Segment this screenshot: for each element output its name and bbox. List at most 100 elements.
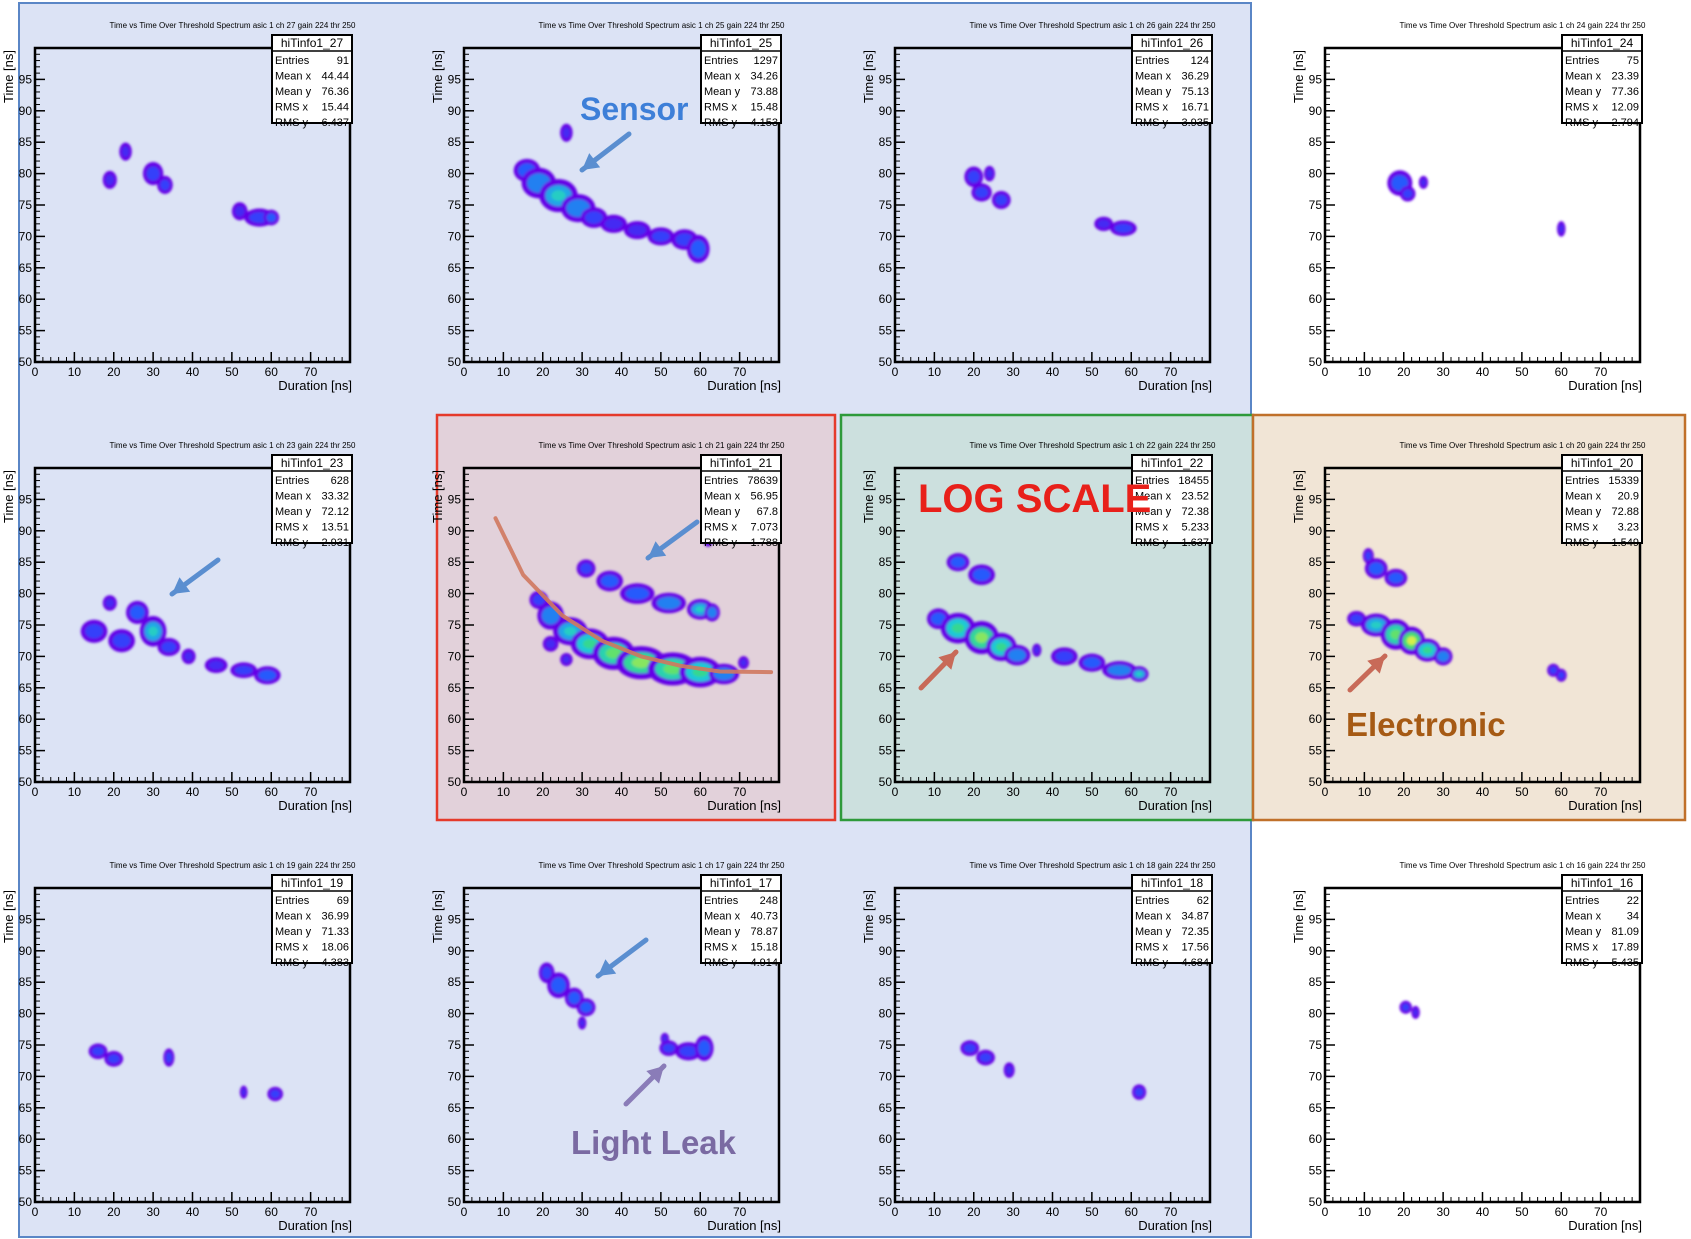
stats-value: 1297 <box>754 55 778 67</box>
stats-value: 12.09 <box>1611 102 1639 114</box>
y-tick-label: 90 <box>448 524 462 538</box>
heatmap-cell-core <box>1135 671 1143 677</box>
x-tick-label: 20 <box>536 785 550 799</box>
stats-value: 16.71 <box>1181 102 1209 114</box>
panel-title: Time vs Time Over Threshold Spectrum asi… <box>970 21 1216 30</box>
heatmap-cell <box>1107 664 1132 676</box>
x-tick-label: 10 <box>1358 785 1372 799</box>
x-tick-label: 60 <box>1125 1205 1139 1219</box>
stats-label: RMS x <box>1565 102 1599 114</box>
x-axis-label: Duration [ns] <box>1568 378 1642 393</box>
y-tick-label: 65 <box>19 1101 33 1115</box>
x-tick-label: 40 <box>1476 365 1490 379</box>
stats-value: 77.36 <box>1611 86 1639 98</box>
x-tick-label: 10 <box>497 1205 511 1219</box>
stats-label: Entries <box>275 895 310 907</box>
heatmap-cell <box>1402 1003 1410 1011</box>
stats-value: 78.87 <box>750 926 778 938</box>
x-tick-label: 10 <box>68 365 82 379</box>
panel-9: Time vs Time Over Threshold Spectrum asi… <box>1 861 356 1233</box>
stats-value: 67.8 <box>757 506 778 518</box>
stats-label: Mean x <box>1565 491 1602 503</box>
y-tick-label: 50 <box>1309 355 1323 369</box>
heatmap-cell <box>122 146 130 157</box>
heatmap-cell <box>1559 224 1564 234</box>
y-tick-label: 55 <box>1309 1164 1323 1178</box>
heatmap-cell-core <box>1390 629 1402 640</box>
stats-value: 15.18 <box>750 942 778 954</box>
heatmap-cell <box>1549 666 1557 674</box>
y-tick-label: 50 <box>19 355 33 369</box>
stats-value: 20.9 <box>1618 491 1639 503</box>
y-tick-label: 80 <box>19 167 33 181</box>
x-tick-label: 30 <box>575 785 589 799</box>
x-tick-label: 50 <box>1515 365 1529 379</box>
y-tick-label: 90 <box>448 944 462 958</box>
y-tick-label: 60 <box>19 712 33 726</box>
stats-label: RMS y <box>1565 117 1599 129</box>
x-axis-label: Duration [ns] <box>278 378 352 393</box>
y-tick-label: 95 <box>19 72 33 86</box>
panel-11: Time vs Time Over Threshold Spectrum asi… <box>861 861 1216 1233</box>
stats-label: RMS x <box>1565 942 1599 954</box>
stats-value: 78639 <box>747 475 778 487</box>
y-tick-label: 85 <box>879 135 893 149</box>
panel-title: Time vs Time Over Threshold Spectrum asi… <box>539 21 785 30</box>
heatmap-cell-core <box>148 626 158 637</box>
stats-label: Mean x <box>1135 491 1172 503</box>
x-tick-label: 20 <box>1397 1205 1411 1219</box>
stats-value: 56.95 <box>750 491 778 503</box>
fit-curve <box>493 516 774 675</box>
y-tick-label: 50 <box>879 775 893 789</box>
stats-value: 34.87 <box>1181 911 1209 923</box>
stats-label: RMS x <box>275 522 309 534</box>
stats-value: 23.39 <box>1611 71 1639 83</box>
stats-value: 124 <box>1191 55 1209 67</box>
heatmap-cells <box>960 1040 1147 1100</box>
stats-value: 22 <box>1627 895 1639 907</box>
heatmap-cells <box>926 553 1149 682</box>
x-tick-label: 50 <box>1085 365 1099 379</box>
y-tick-label: 75 <box>19 1038 33 1052</box>
heatmap-cell <box>234 665 253 675</box>
heatmap-cell <box>628 224 647 236</box>
y-tick-label: 75 <box>879 618 893 632</box>
y-tick-label: 65 <box>448 681 462 695</box>
stats-value: 72.12 <box>321 506 349 518</box>
x-tick-label: 20 <box>967 785 981 799</box>
x-tick-label: 70 <box>1594 785 1608 799</box>
y-axis-label: Time [ns] <box>430 890 445 943</box>
x-tick-label: 0 <box>892 1205 899 1219</box>
x-tick-label: 60 <box>1555 785 1569 799</box>
stats-value: 91 <box>337 55 349 67</box>
x-tick-label: 70 <box>1164 1205 1178 1219</box>
stats-label: RMS y <box>275 537 309 549</box>
stats-value: 81.09 <box>1611 926 1639 938</box>
x-tick-label: 0 <box>1322 1205 1329 1219</box>
y-axis-label: Time [ns] <box>430 470 445 523</box>
y-tick-label: 50 <box>19 1195 33 1209</box>
x-axis-label: Duration [ns] <box>1568 798 1642 813</box>
y-tick-label: 90 <box>1309 524 1323 538</box>
heatmap-cell <box>1097 219 1110 228</box>
y-tick-label: 50 <box>19 775 33 789</box>
y-tick-label: 95 <box>879 912 893 926</box>
stats-box <box>271 34 353 124</box>
heatmap-cells <box>538 962 714 1061</box>
heatmap-cell-core <box>1422 646 1433 654</box>
stats-label: RMS x <box>275 942 309 954</box>
x-tick-label: 40 <box>1046 365 1060 379</box>
stats-value: 15339 <box>1608 475 1639 487</box>
y-tick-label: 70 <box>448 229 462 243</box>
y-tick-label: 50 <box>448 1195 462 1209</box>
x-tick-label: 70 <box>1594 1205 1608 1219</box>
x-tick-label: 70 <box>1164 785 1178 799</box>
stats-box <box>1561 454 1643 544</box>
stats-value: 5.435 <box>1611 957 1639 969</box>
stats-value: 36.29 <box>1181 71 1209 83</box>
sensor-annotation: Sensor <box>580 91 688 127</box>
y-tick-label: 90 <box>19 104 33 118</box>
y-tick-label: 50 <box>448 775 462 789</box>
stats-label: Entries <box>704 55 739 67</box>
heatmap-cell <box>604 218 623 230</box>
